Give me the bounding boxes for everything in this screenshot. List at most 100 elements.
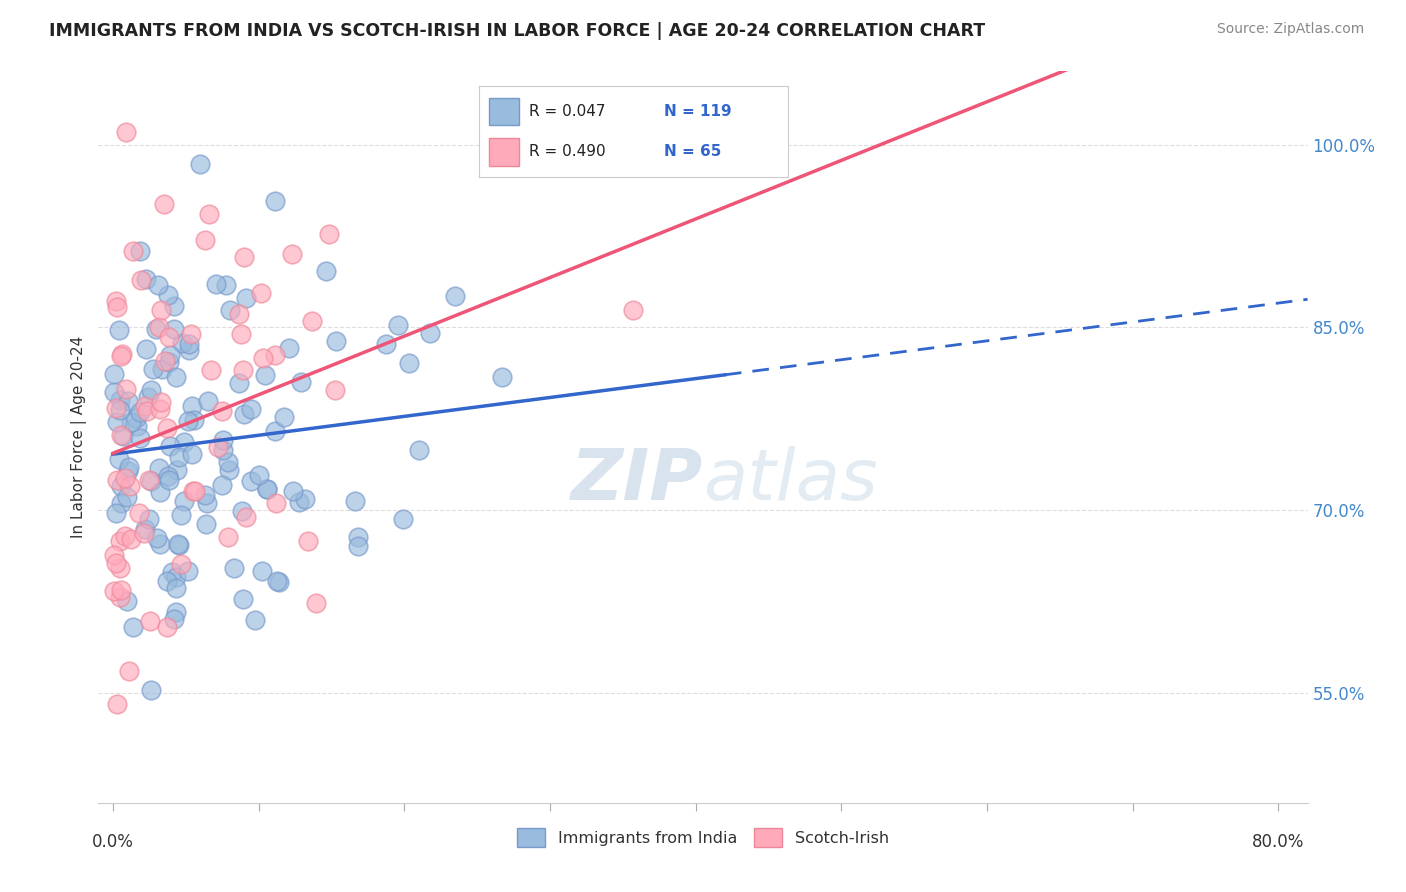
Point (197, 207, 219, 221)
Point (343, 494, 366, 508)
Point (125, 410, 148, 425)
Point (156, 468, 179, 483)
Point (165, 582, 187, 596)
Point (233, 407, 256, 421)
Point (156, 620, 179, 634)
Point (138, 512, 160, 526)
Point (165, 369, 187, 384)
Text: Source: ZipAtlas.com: Source: ZipAtlas.com (1216, 22, 1364, 37)
Point (118, 664, 141, 678)
Point (149, 485, 172, 500)
Point (252, 351, 274, 366)
Point (267, 574, 290, 589)
Point (294, 492, 316, 507)
Point (194, 233, 217, 247)
Point (195, 517, 218, 532)
Point (103, 549, 125, 563)
Point (491, 370, 513, 384)
Point (107, 452, 129, 467)
Point (165, 570, 187, 584)
Point (114, 529, 136, 543)
Point (207, 440, 229, 454)
Point (163, 299, 186, 313)
Point (128, 404, 150, 418)
Point (136, 403, 159, 417)
Point (305, 596, 328, 610)
Point (127, 418, 149, 433)
Point (232, 363, 254, 377)
Point (122, 620, 145, 634)
Point (115, 491, 138, 505)
Point (235, 509, 257, 524)
Point (215, 277, 238, 292)
Point (195, 496, 218, 510)
Point (157, 355, 180, 369)
Point (139, 383, 162, 397)
Point (323, 383, 346, 397)
Point (110, 478, 132, 492)
Point (233, 251, 256, 265)
Point (104, 556, 127, 570)
Point (204, 277, 226, 291)
Point (103, 367, 125, 381)
Point (287, 495, 309, 509)
Point (148, 460, 170, 475)
Point (200, 363, 222, 377)
Point (146, 531, 169, 545)
Point (211, 443, 233, 458)
Text: 80.0%: 80.0% (1253, 833, 1305, 851)
Point (232, 591, 254, 606)
Point (235, 291, 257, 305)
Point (136, 391, 159, 405)
Point (129, 273, 152, 287)
Point (105, 293, 128, 308)
Point (243, 614, 266, 628)
Point (128, 244, 150, 258)
Point (239, 474, 262, 488)
Point (132, 526, 155, 541)
Point (167, 537, 190, 551)
Point (211, 404, 233, 418)
Point (142, 362, 165, 376)
Point (157, 474, 180, 488)
Point (229, 326, 252, 341)
Point (120, 415, 142, 429)
Point (247, 467, 270, 482)
Point (150, 394, 173, 409)
Point (128, 506, 150, 520)
Point (166, 463, 188, 477)
Point (139, 614, 162, 628)
Point (231, 504, 253, 518)
Y-axis label: In Labor Force | Age 20-24: In Labor Force | Age 20-24 (72, 336, 87, 538)
Point (105, 401, 128, 415)
Point (135, 343, 157, 357)
Point (111, 428, 134, 442)
Point (325, 334, 347, 348)
Point (252, 564, 274, 578)
Point (105, 415, 128, 429)
Point (264, 194, 287, 208)
Point (110, 403, 132, 417)
Point (111, 347, 134, 361)
Point (188, 157, 211, 171)
Point (301, 314, 323, 328)
Point (110, 428, 132, 442)
Point (180, 326, 202, 341)
Point (138, 473, 160, 487)
Point (250, 286, 273, 301)
Point (419, 326, 441, 340)
Point (290, 375, 312, 389)
Point (149, 537, 172, 551)
Point (159, 348, 181, 362)
Point (392, 512, 415, 526)
Point (217, 530, 239, 544)
Point (264, 348, 287, 362)
Point (153, 353, 176, 368)
Point (110, 496, 132, 510)
Point (374, 337, 396, 351)
Point (254, 368, 277, 382)
Point (318, 227, 340, 242)
Point (177, 337, 200, 351)
Point (157, 329, 180, 343)
Point (240, 402, 263, 417)
